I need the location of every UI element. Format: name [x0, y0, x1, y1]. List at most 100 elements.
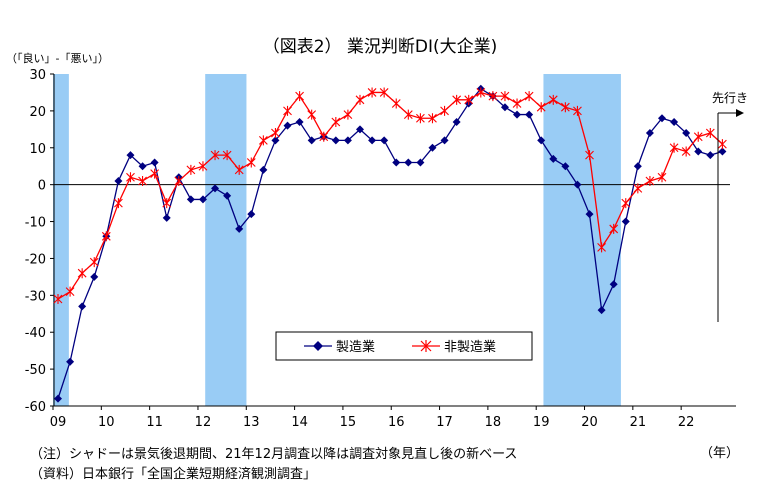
data-point-non-manufacturing	[246, 157, 256, 168]
data-point-non-manufacturing	[548, 94, 558, 105]
data-point-non-manufacturing	[367, 87, 377, 98]
data-point-non-manufacturing	[234, 164, 244, 175]
data-point-non-manufacturing	[186, 164, 196, 175]
data-point-non-manufacturing	[633, 183, 643, 194]
data-point-manufacturing	[682, 129, 691, 138]
data-point-non-manufacturing	[585, 150, 594, 161]
data-point-manufacturing	[126, 151, 135, 160]
data-point-manufacturing	[114, 176, 123, 185]
data-point-manufacturing	[670, 117, 679, 126]
y-axis-label: （「良い」-「悪い」）	[6, 51, 109, 65]
data-point-manufacturing	[198, 195, 207, 204]
data-point-non-manufacturing	[464, 94, 474, 105]
data-point-non-manufacturing	[621, 198, 631, 209]
series-line-manufacturing	[57, 87, 723, 399]
data-point-manufacturing	[162, 213, 171, 222]
data-point-manufacturing	[283, 121, 292, 130]
data-point-non-manufacturing	[53, 294, 63, 305]
data-point-manufacturing	[259, 165, 268, 174]
data-point-manufacturing	[621, 217, 630, 226]
data-point-manufacturing	[718, 147, 727, 156]
x-tick-label: 09	[50, 415, 67, 430]
data-point-manufacturing	[706, 151, 715, 160]
y-tick-label: 0	[38, 179, 46, 194]
data-point-manufacturing	[694, 147, 703, 156]
data-point-manufacturing	[331, 136, 340, 145]
data-point-manufacturing	[186, 195, 195, 204]
recession-shade	[53, 74, 69, 406]
data-point-non-manufacturing	[536, 102, 546, 113]
data-point-non-manufacturing	[307, 109, 317, 120]
data-point-manufacturing	[609, 280, 618, 289]
data-point-non-manufacturing	[597, 242, 606, 253]
forecast-label: 先行き	[712, 91, 748, 105]
data-point-manufacturing	[573, 180, 582, 189]
data-point-manufacturing	[247, 210, 256, 219]
x-tick-label: 17	[436, 415, 453, 430]
data-point-non-manufacturing	[319, 131, 329, 142]
data-point-manufacturing	[452, 117, 461, 126]
source-note: （資料）日本銀行「全国企業短期経済観測調査」	[30, 467, 317, 482]
data-point-non-manufacturing	[138, 175, 147, 186]
data-point-manufacturing	[392, 158, 401, 167]
data-point-manufacturing	[537, 136, 546, 145]
data-point-non-manufacturing	[174, 175, 184, 186]
data-point-non-manufacturing	[693, 131, 703, 142]
y-tick-label: -40	[25, 326, 46, 341]
data-point-non-manufacturing	[524, 91, 534, 102]
data-point-non-manufacturing	[343, 109, 353, 120]
data-point-non-manufacturing	[488, 91, 498, 102]
data-point-non-manufacturing	[452, 94, 462, 105]
data-point-non-manufacturing	[126, 172, 135, 183]
footnote: （注）シャドーは景気後退期間、21年12月調査以降は調査対象見直し後の新ベース	[30, 447, 518, 462]
data-point-manufacturing	[343, 136, 352, 145]
data-point-non-manufacturing	[440, 105, 449, 116]
data-point-non-manufacturing	[705, 128, 715, 139]
legend-manufacturing: 製造業	[336, 339, 375, 355]
data-point-non-manufacturing	[77, 268, 87, 279]
data-point-non-manufacturing	[101, 231, 111, 242]
data-point-non-manufacturing	[403, 109, 413, 120]
data-point-manufacturing	[356, 125, 364, 134]
data-point-non-manufacturing	[65, 286, 75, 297]
data-point-non-manufacturing	[476, 87, 486, 98]
data-point-manufacturing	[597, 306, 606, 315]
data-point-non-manufacturing	[718, 139, 727, 150]
data-point-non-manufacturing	[669, 142, 679, 153]
forecast-marker: 先行き	[712, 91, 748, 322]
data-point-manufacturing	[645, 129, 654, 138]
data-point-manufacturing	[561, 162, 570, 171]
x-axis-unit: （年）	[700, 446, 739, 461]
data-point-non-manufacturing	[210, 150, 220, 161]
recession-shade	[205, 74, 247, 406]
data-point-manufacturing	[380, 136, 389, 145]
x-tick-label: 22	[678, 415, 695, 430]
legend-non-manufacturing: 非製造業	[444, 339, 496, 355]
data-point-manufacturing	[307, 136, 316, 145]
x-tick-label: 10	[98, 415, 115, 430]
recession-shade	[543, 74, 621, 406]
data-point-manufacturing	[658, 114, 666, 123]
data-point-manufacturing	[78, 302, 87, 311]
data-point-non-manufacturing	[114, 198, 123, 209]
data-point-non-manufacturing	[150, 168, 160, 179]
x-tick-label: 15	[340, 415, 357, 430]
x-tick-label: 20	[581, 415, 598, 430]
data-point-manufacturing	[295, 117, 304, 126]
data-point-non-manufacturing	[416, 113, 425, 124]
data-point-manufacturing	[271, 136, 280, 145]
data-point-non-manufacturing	[609, 223, 619, 234]
data-point-manufacturing	[500, 103, 509, 112]
data-point-non-manufacturing	[681, 146, 691, 157]
data-point-non-manufacturing	[500, 91, 510, 102]
data-point-manufacturing	[549, 154, 558, 163]
x-tick-label: 21	[630, 415, 647, 430]
data-point-manufacturing	[440, 136, 449, 145]
legend-diamond-icon	[313, 341, 323, 351]
data-point-non-manufacturing	[271, 128, 280, 139]
y-tick-label: 20	[29, 105, 46, 120]
data-point-non-manufacturing	[295, 91, 304, 102]
data-point-non-manufacturing	[222, 150, 232, 161]
